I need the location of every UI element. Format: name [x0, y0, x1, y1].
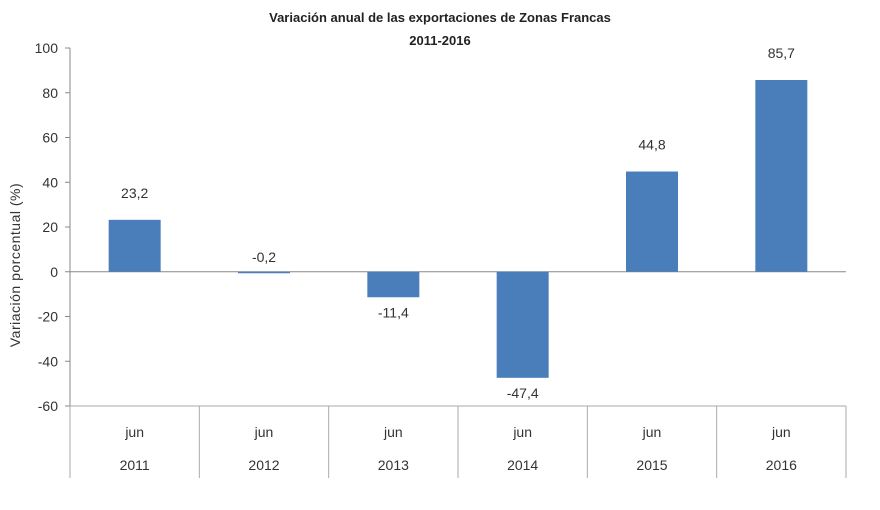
- bar-2013: [367, 271, 420, 298]
- bar-2015: [626, 171, 678, 272]
- category-month-label: jun: [512, 424, 532, 440]
- category-year-label: 2016: [766, 457, 797, 473]
- category-year-label: 2014: [507, 457, 538, 473]
- category-month-label: jun: [124, 424, 144, 440]
- category-year-label: 2012: [248, 457, 279, 473]
- y-tick-label: -40: [38, 353, 58, 369]
- y-tick-label: 40: [42, 174, 58, 190]
- data-label-2016: 85,7: [768, 45, 795, 61]
- y-tick-label: 100: [35, 40, 59, 56]
- y-tick-label: -60: [38, 398, 58, 414]
- category-year-label: 2015: [636, 457, 667, 473]
- category-month-label: jun: [642, 424, 662, 440]
- bar-2014: [496, 271, 549, 378]
- y-tick-label: 80: [42, 85, 58, 101]
- bar-2012: [238, 271, 290, 274]
- y-axis-label: Variación porcentual (%): [7, 183, 23, 347]
- category-month-label: jun: [254, 424, 274, 440]
- category-year-label: 2011: [120, 457, 150, 473]
- category-year-label: 2013: [378, 457, 409, 473]
- chart-subtitle: 2011-2016: [409, 33, 470, 48]
- bar-2016: [755, 79, 808, 272]
- y-tick-label: 0: [50, 264, 58, 280]
- data-label-2012: -0,2: [252, 249, 276, 265]
- y-tick-label: -20: [38, 309, 58, 325]
- data-label-2015: 44,8: [638, 137, 665, 153]
- data-label-2014: -47,4: [507, 385, 539, 401]
- chart-title: Variación anual de las exportaciones de …: [269, 10, 611, 25]
- data-label-2011: 23,2: [121, 185, 148, 201]
- data-label-2013: -11,4: [378, 304, 409, 320]
- category-month-label: jun: [771, 424, 791, 440]
- y-tick-label: 20: [42, 219, 58, 235]
- bar-2011: [108, 219, 161, 272]
- category-month-label: jun: [383, 424, 403, 440]
- y-tick-label: 60: [42, 130, 58, 146]
